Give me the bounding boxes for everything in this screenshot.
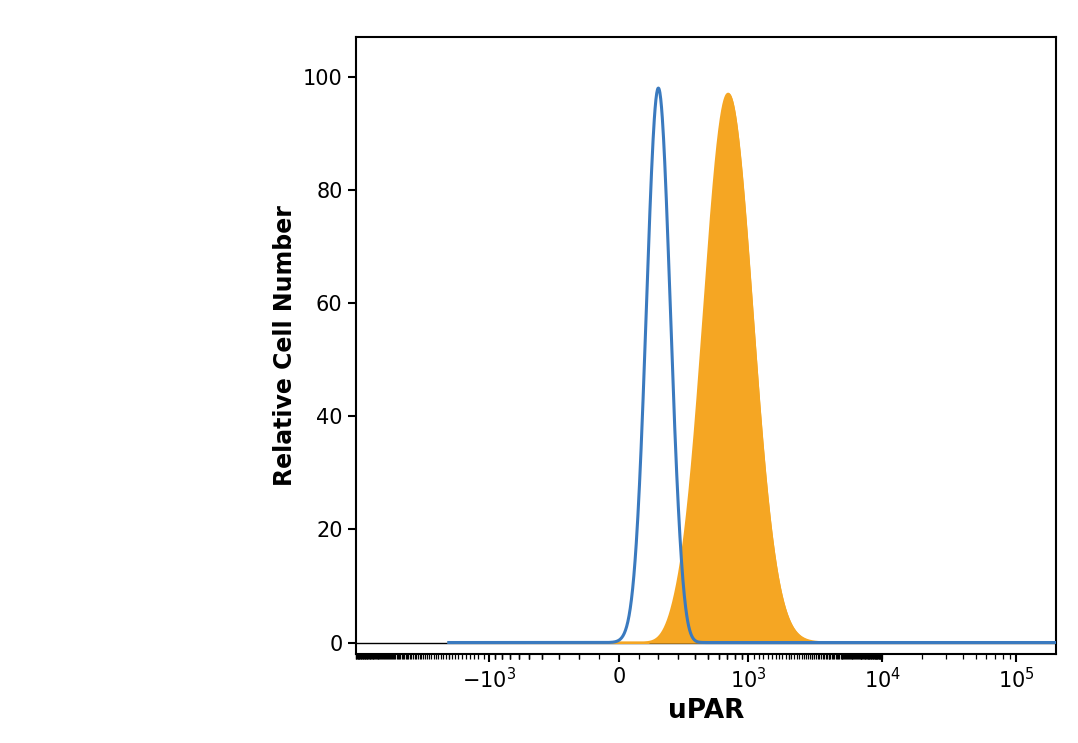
Y-axis label: Relative Cell Number: Relative Cell Number: [273, 205, 298, 486]
X-axis label: uPAR: uPAR: [668, 698, 744, 724]
